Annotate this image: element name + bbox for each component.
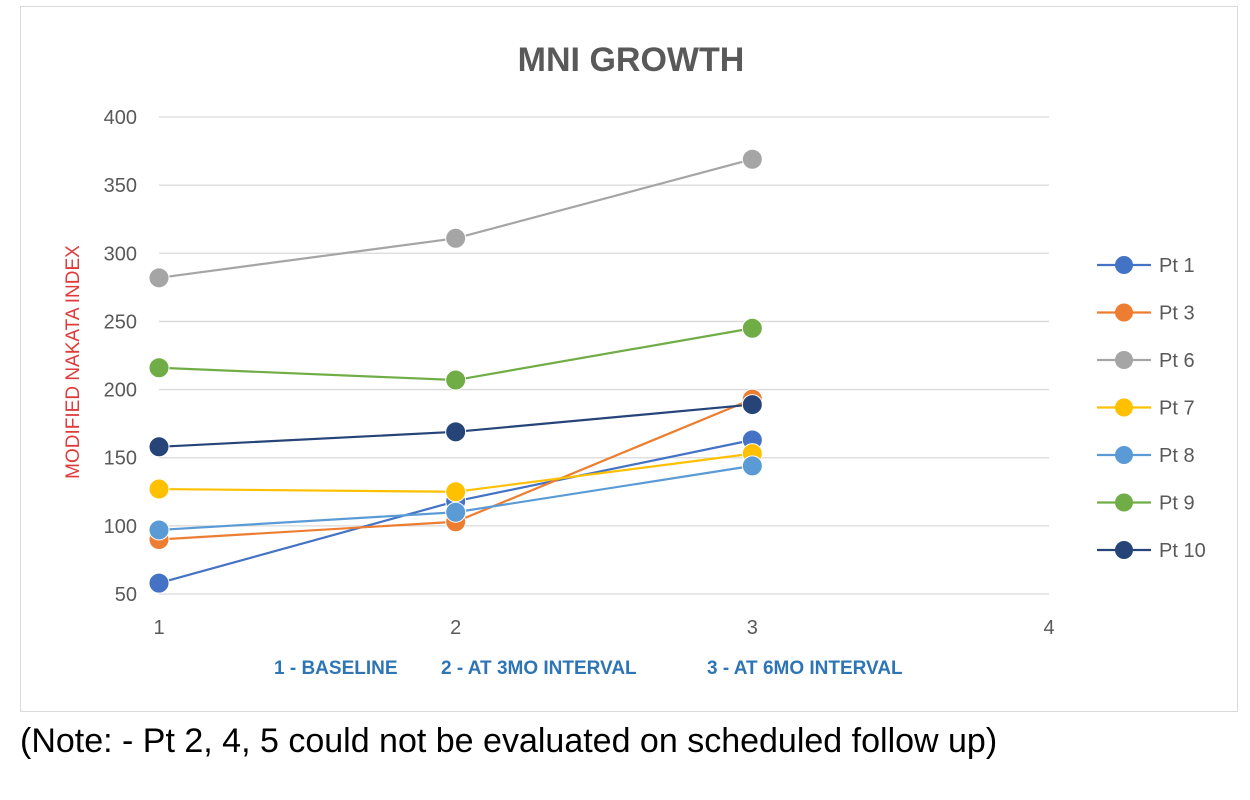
legend-label-pt-1: Pt 1 (1159, 255, 1195, 277)
legend-label-pt-6: Pt 6 (1159, 350, 1195, 372)
data-point-pt-8-x2 (445, 501, 467, 523)
y-tick-label-200: 200 (104, 380, 137, 402)
data-point-pt-6-x3 (741, 148, 763, 170)
series-line-pt-6 (158, 158, 753, 279)
data-point-pt-1-x1 (148, 572, 170, 594)
legend-marker-pt-7 (1115, 398, 1133, 417)
data-point-pt-9-x2 (445, 369, 467, 391)
legend-marker-pt-9 (1115, 493, 1133, 512)
x-tick-label-1: 1 (153, 617, 164, 639)
x-axis-label-6mo: 3 - AT 6MO INTERVAL (707, 658, 903, 679)
y-tick-label-50: 50 (115, 584, 137, 606)
data-point-pt-9-x3 (741, 317, 763, 339)
y-tick-label-150: 150 (104, 448, 137, 470)
data-point-pt-6-x2 (445, 227, 467, 249)
series-lines (148, 148, 763, 594)
y-tick-label-250: 250 (104, 311, 137, 333)
x-axis-label-3mo: 2 - AT 3MO INTERVAL (441, 658, 637, 679)
legend-marker-pt-1 (1115, 256, 1133, 274)
legend-label-pt-9: Pt 9 (1159, 493, 1195, 515)
x-axis-label-baseline: 1 - BASELINE (274, 658, 398, 679)
y-tick-label-350: 350 (104, 175, 137, 197)
legend-marker-pt-10 (1115, 541, 1133, 559)
legend-label-pt-10: Pt 10 (1159, 540, 1206, 562)
data-point-pt-8-x3 (741, 455, 763, 477)
legend-label-pt-8: Pt 8 (1159, 445, 1195, 467)
data-point-pt-7-x2 (445, 481, 467, 503)
line-chart: MNI GROWTH MODIFIED NAKATA INDEX 50 100 15… (63, 41, 1206, 679)
legend-label-pt-7: Pt 7 (1159, 398, 1195, 420)
chart-frame: MNI GROWTH MODIFIED NAKATA INDEX 50 100 15… (20, 6, 1238, 712)
footnote: (Note: - Pt 2, 4, 5 could not be evaluat… (20, 722, 998, 760)
legend-marker-pt-6 (1115, 351, 1133, 369)
data-point-pt-6-x1 (148, 267, 170, 289)
legend-marker-pt-3 (1115, 303, 1133, 322)
data-point-pt-10-x1 (148, 436, 170, 458)
data-point-pt-9-x1 (148, 357, 170, 379)
y-tick-label-400: 400 (104, 107, 137, 129)
chart-title: MNI GROWTH (518, 41, 745, 79)
legend: Pt 1 Pt 3 Pt 6 Pt 7 Pt 8 Pt 9 Pt 10 (1097, 255, 1206, 562)
data-point-pt-8-x1 (148, 519, 170, 541)
y-tick-label-300: 300 (104, 243, 137, 265)
y-tick-label-100: 100 (104, 516, 137, 538)
data-point-pt-7-x1 (148, 478, 170, 500)
legend-label-pt-3: Pt 3 (1159, 303, 1195, 325)
x-tick-label-2: 2 (450, 617, 461, 639)
y-axis-label: MODIFIED NAKATA INDEX (63, 245, 84, 479)
x-tick-label-4: 4 (1043, 617, 1054, 639)
gridlines (159, 116, 1049, 595)
data-point-pt-10-x2 (445, 421, 467, 443)
x-tick-labels: 1 2 3 4 (153, 617, 1054, 639)
legend-marker-pt-8 (1115, 446, 1133, 464)
x-tick-label-3: 3 (747, 617, 758, 639)
y-tick-labels: 50 100 150 200 250 300 350 400 (104, 107, 137, 606)
data-point-pt-10-x3 (741, 394, 763, 416)
